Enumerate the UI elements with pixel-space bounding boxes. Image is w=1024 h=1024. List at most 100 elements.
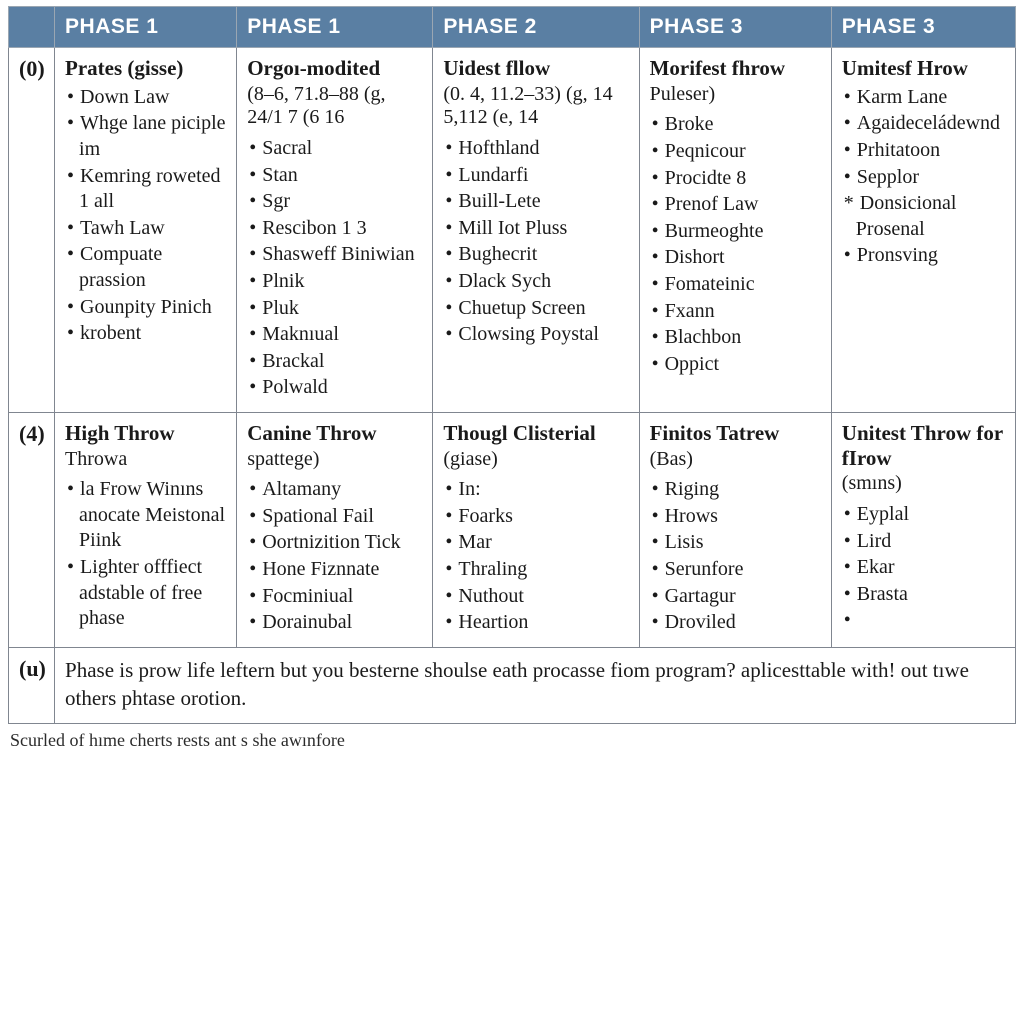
- table-cell: Thougl Clisterial(giase)In:FoarksMarThra…: [433, 412, 639, 647]
- cell-title: Morifest fhrow: [650, 56, 821, 81]
- list-item: Fxann: [650, 299, 821, 325]
- list-item: Fomateinic: [650, 272, 821, 298]
- header-phase-1a: PHASE 1: [55, 7, 237, 48]
- list-item: Lighter offfiect adstable of free phase: [65, 555, 226, 632]
- list-item: Brasta: [842, 582, 1005, 608]
- list-item: Down Law: [65, 85, 226, 111]
- list-item: Ekar: [842, 555, 1005, 581]
- cell-title: Umitesf Hrow: [842, 56, 1005, 81]
- cell-title: Uidest fllow: [443, 56, 628, 81]
- list-item: Polwald: [247, 375, 422, 401]
- header-row: PHASE 1 PHASE 1 PHASE 2 PHASE 3 PHASE 3: [9, 7, 1016, 48]
- header-phase-1b: PHASE 1: [237, 7, 433, 48]
- list-item: la Frow Winıns anocate Meistonal Piink: [65, 477, 226, 554]
- list-item: Thraling: [443, 557, 628, 583]
- list-item: Rescibon 1 3: [247, 216, 422, 242]
- list-item: Stan: [247, 163, 422, 189]
- list-item: Donsicional Prosenal: [842, 191, 1005, 242]
- list-item: Altamany: [247, 477, 422, 503]
- cell-item-list: Down LawWhge lane piciple imKemring rowe…: [65, 85, 226, 347]
- header-blank: [9, 7, 55, 48]
- list-item: Agaideceládewnd: [842, 111, 1005, 137]
- list-item: Lundarfi: [443, 163, 628, 189]
- list-item: Dorainubal: [247, 610, 422, 636]
- cell-item-list: EyplalLirdEkarBrasta: [842, 502, 1005, 634]
- list-item: Sgr: [247, 189, 422, 215]
- footer-text: Phase is prow life leftern but you beste…: [55, 647, 1016, 723]
- phase-table: PHASE 1 PHASE 1 PHASE 2 PHASE 3 PHASE 3 …: [8, 6, 1016, 724]
- list-item: Dlack Sych: [443, 269, 628, 295]
- table-row: (4) High ThrowThrowa la Frow Winıns anocat…: [9, 412, 1016, 647]
- list-item: Compuate prassion: [65, 242, 226, 293]
- list-item: Serunfore: [650, 557, 821, 583]
- cell-item-list: la Frow Winıns anocate Meistonal PiinkLi…: [65, 477, 226, 632]
- list-item: Blachbon: [650, 325, 821, 351]
- list-item: Tawh Law: [65, 216, 226, 242]
- cell-item-list: RigingHrowsLisisSerunforeGartagurDrovile…: [650, 477, 821, 636]
- list-item: Broke: [650, 112, 821, 138]
- list-item: Focminiual: [247, 584, 422, 610]
- cell-subtitle: (Bas): [650, 448, 821, 472]
- list-item: Pluk: [247, 296, 422, 322]
- cell-subtitle: Throwa: [65, 448, 226, 472]
- table-cell: Orgoı-modited(8–6, 71.8–88 (g, 24/1 7 (6…: [237, 48, 433, 413]
- table-row: (0) Prates (gisse) Down LawWhge lane picip…: [9, 48, 1016, 413]
- cell-subtitle: (8–6, 71.8–88 (g, 24/1 7 (6 16: [247, 83, 422, 130]
- list-item: Oppict: [650, 352, 821, 378]
- cell-title: Unitest Throw for fIrow: [842, 421, 1005, 471]
- list-item: Procidte 8: [650, 166, 821, 192]
- cell-title: High Throw: [65, 421, 226, 446]
- list-item: Brackal: [247, 349, 422, 375]
- list-item: Prhitatoon: [842, 138, 1005, 164]
- list-item: Heartion: [443, 610, 628, 636]
- cell-item-list: Karm LaneAgaideceládewndPrhitatoonSepplo…: [842, 85, 1005, 269]
- list-item: Clowsing Poystal: [443, 322, 628, 348]
- table-cell: Canine Throwspattege) AltamanySpational F…: [237, 412, 433, 647]
- cell-title: Prates (gisse): [65, 56, 226, 81]
- list-item: [842, 608, 1005, 634]
- list-item: Eyplal: [842, 502, 1005, 528]
- list-item: Hofthland: [443, 136, 628, 162]
- table-cell: Uidest fllow(0. 4, 11.2–33) (g, 14 5,112…: [433, 48, 639, 413]
- cell-title: Orgoı-modited: [247, 56, 422, 81]
- list-item: Prenof Law: [650, 192, 821, 218]
- cell-subtitle: (giase): [443, 448, 628, 472]
- list-item: Chuetup Screen: [443, 296, 628, 322]
- list-item: Buill-Lete: [443, 189, 628, 215]
- cell-title: Canine Throw: [247, 421, 422, 446]
- table-cell: Umitesf Hrow Karm LaneAgaideceládewndPrhi…: [831, 48, 1015, 413]
- header-phase-2: PHASE 2: [433, 7, 639, 48]
- list-item: Droviled: [650, 610, 821, 636]
- list-item: Oortnizition Tick: [247, 530, 422, 556]
- list-item: Burmeoghte: [650, 219, 821, 245]
- cell-subtitle: (smıns): [842, 472, 1005, 496]
- list-item: Whge lane piciple im: [65, 111, 226, 162]
- list-item: Mill Iot Pluss: [443, 216, 628, 242]
- list-item: Foarks: [443, 504, 628, 530]
- cell-subtitle: (0. 4, 11.2–33) (g, 14 5,112 (e, 14: [443, 83, 628, 130]
- row-label: (4): [9, 412, 55, 647]
- cell-item-list: SacralStanSgrRescibon 1 3Shasweff Biniwi…: [247, 136, 422, 401]
- table-cell: Unitest Throw for fIrow(smıns) EyplalLird…: [831, 412, 1015, 647]
- table-cell: Morifest fhrowPuleser)BrokePeqnicourProc…: [639, 48, 831, 413]
- list-item: Lird: [842, 529, 1005, 555]
- list-item: Bughecrit: [443, 242, 628, 268]
- list-item: Mar: [443, 530, 628, 556]
- header-phase-3a: PHASE 3: [639, 7, 831, 48]
- list-item: Lisis: [650, 530, 821, 556]
- table-cell: Prates (gisse) Down LawWhge lane piciple …: [55, 48, 237, 413]
- list-item: Hrows: [650, 504, 821, 530]
- cell-subtitle: spattege): [247, 448, 422, 472]
- list-item: Pronsving: [842, 243, 1005, 269]
- cell-item-list: AltamanySpational FailOortnizition TickH…: [247, 477, 422, 636]
- footer-row: (u)Phase is prow life leftern but you be…: [9, 647, 1016, 723]
- list-item: Gartagur: [650, 584, 821, 610]
- list-item: Plnik: [247, 269, 422, 295]
- row-label: (0): [9, 48, 55, 413]
- table-cell: Finitos Tatrew(Bas)RigingHrowsLisisSerun…: [639, 412, 831, 647]
- list-item: Peqnicour: [650, 139, 821, 165]
- list-item: In:: [443, 477, 628, 503]
- cell-item-list: In:FoarksMarThralingNuthoutHeartion: [443, 477, 628, 636]
- cell-item-list: HofthlandLundarfiBuill-LeteMill Iot Plus…: [443, 136, 628, 348]
- list-item: Spational Fail: [247, 504, 422, 530]
